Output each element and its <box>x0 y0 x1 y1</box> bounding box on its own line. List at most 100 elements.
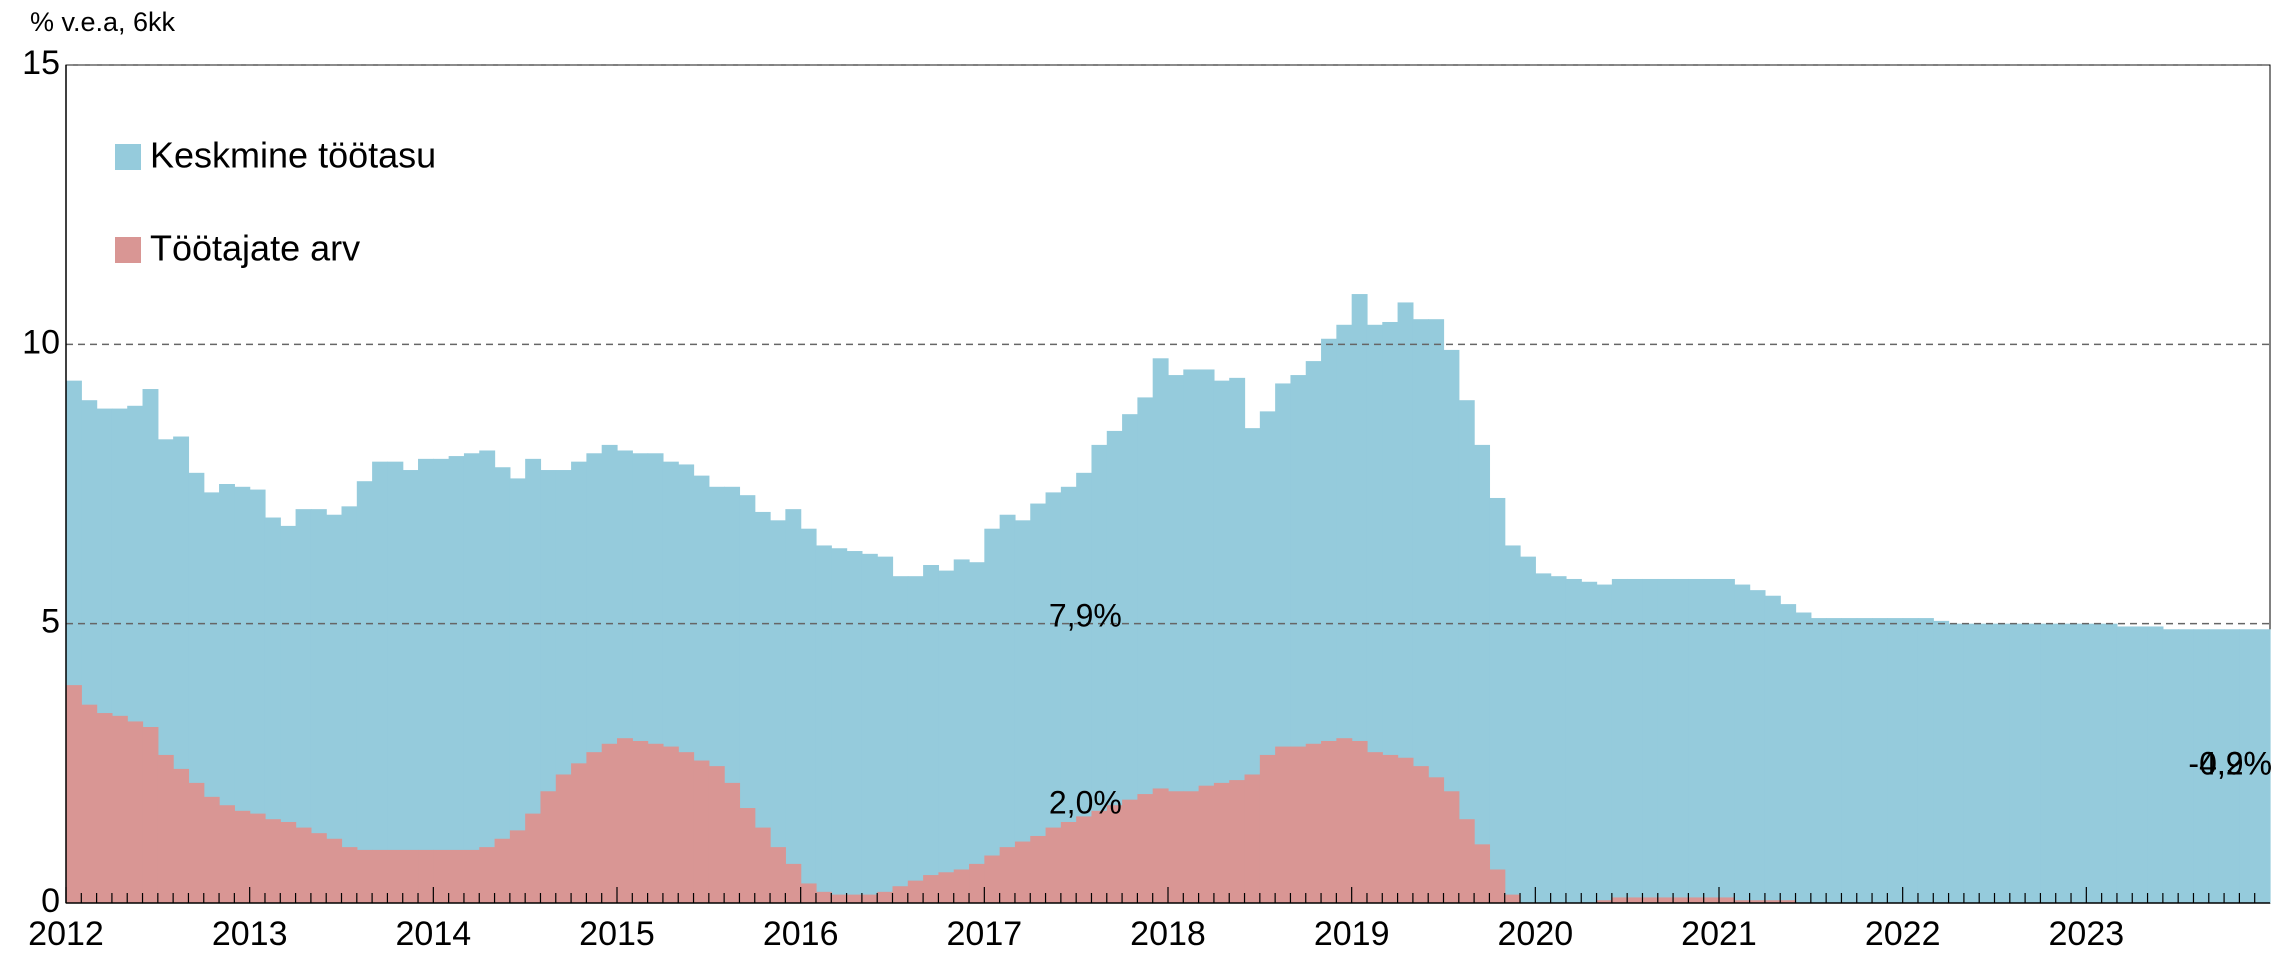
bar <box>448 849 465 903</box>
bar <box>1504 545 1521 903</box>
bar <box>1045 492 1062 903</box>
bar <box>1014 841 1031 903</box>
bar <box>892 576 909 903</box>
bar <box>1581 581 1598 903</box>
bar <box>1168 375 1184 903</box>
bar <box>678 752 695 903</box>
legend-label: Keskmine töötasu <box>150 135 436 176</box>
bar <box>693 760 710 903</box>
bar <box>402 470 419 903</box>
bar <box>295 509 312 903</box>
bar <box>861 553 878 903</box>
bar <box>341 506 358 903</box>
bar <box>509 478 526 903</box>
bar <box>2208 629 2225 903</box>
bar <box>1872 618 1888 903</box>
bar <box>1458 819 1475 903</box>
bar <box>1122 414 1138 903</box>
bar <box>984 528 1001 903</box>
bar <box>907 576 924 903</box>
bar <box>1673 897 1689 903</box>
bar <box>1229 377 1246 903</box>
bar <box>173 768 190 903</box>
bar <box>1366 752 1383 903</box>
bar <box>1091 444 1108 903</box>
bar <box>509 830 526 903</box>
bar <box>1106 805 1123 903</box>
bar <box>2116 626 2133 903</box>
bar <box>1060 486 1077 903</box>
x-tick-label: 2014 <box>396 915 472 953</box>
bar <box>1642 897 1659 903</box>
bar <box>1780 604 1797 903</box>
bar <box>1611 578 1628 903</box>
bar <box>2162 629 2179 903</box>
legend-swatch <box>115 144 141 170</box>
x-tick-label: 2017 <box>947 915 1023 953</box>
bar <box>494 467 511 903</box>
bar <box>1764 900 1781 903</box>
bar <box>525 813 542 903</box>
bar <box>1091 810 1108 903</box>
bar <box>66 685 82 903</box>
bar <box>1841 618 1858 903</box>
bar <box>264 819 281 903</box>
annotation: -0,2% <box>2188 746 2272 782</box>
bar <box>1106 430 1123 903</box>
bar <box>1887 618 1904 903</box>
bar <box>831 548 848 903</box>
bar <box>1963 623 1980 903</box>
bar <box>2147 626 2164 903</box>
bar <box>1979 623 1996 903</box>
bar <box>2055 623 2072 903</box>
x-tick-label: 2019 <box>1314 915 1390 953</box>
bar <box>264 517 281 903</box>
bar <box>1152 358 1169 903</box>
bar <box>1122 799 1138 903</box>
bar <box>2193 629 2210 903</box>
bar <box>1520 556 1536 903</box>
bar <box>494 838 511 903</box>
bar <box>1458 400 1475 903</box>
bar <box>907 880 924 903</box>
bar <box>1290 746 1307 903</box>
bar <box>1596 584 1613 903</box>
bar <box>1749 590 1766 903</box>
bar <box>111 715 128 903</box>
bar <box>1076 472 1093 903</box>
bar <box>433 849 450 903</box>
bar <box>999 847 1016 903</box>
bar <box>984 855 1001 903</box>
bar <box>249 489 266 903</box>
bar <box>1688 578 1705 903</box>
bar <box>1382 754 1399 903</box>
bar <box>326 838 343 903</box>
bar <box>953 869 970 903</box>
bar <box>1198 369 1215 903</box>
bar <box>2071 623 2087 903</box>
bar <box>739 808 756 903</box>
bar <box>372 461 389 903</box>
bar <box>923 875 940 903</box>
y-tick-label: 0 <box>41 882 60 920</box>
bar <box>310 833 327 903</box>
bar <box>1397 302 1414 903</box>
bar <box>96 713 113 903</box>
bar <box>617 738 633 903</box>
bar <box>1014 520 1031 903</box>
bar <box>1703 897 1720 903</box>
bar <box>356 849 373 903</box>
bar <box>1810 618 1827 903</box>
bar <box>448 456 465 903</box>
bar <box>1428 319 1445 903</box>
x-tick-label: 2013 <box>212 915 288 953</box>
bar <box>1045 827 1062 903</box>
bar <box>647 743 664 903</box>
bar <box>525 458 542 903</box>
bar <box>1474 444 1491 903</box>
bar <box>2025 623 2042 903</box>
y-tick-label: 15 <box>22 44 60 82</box>
bar <box>127 721 144 903</box>
bar <box>1305 743 1322 903</box>
